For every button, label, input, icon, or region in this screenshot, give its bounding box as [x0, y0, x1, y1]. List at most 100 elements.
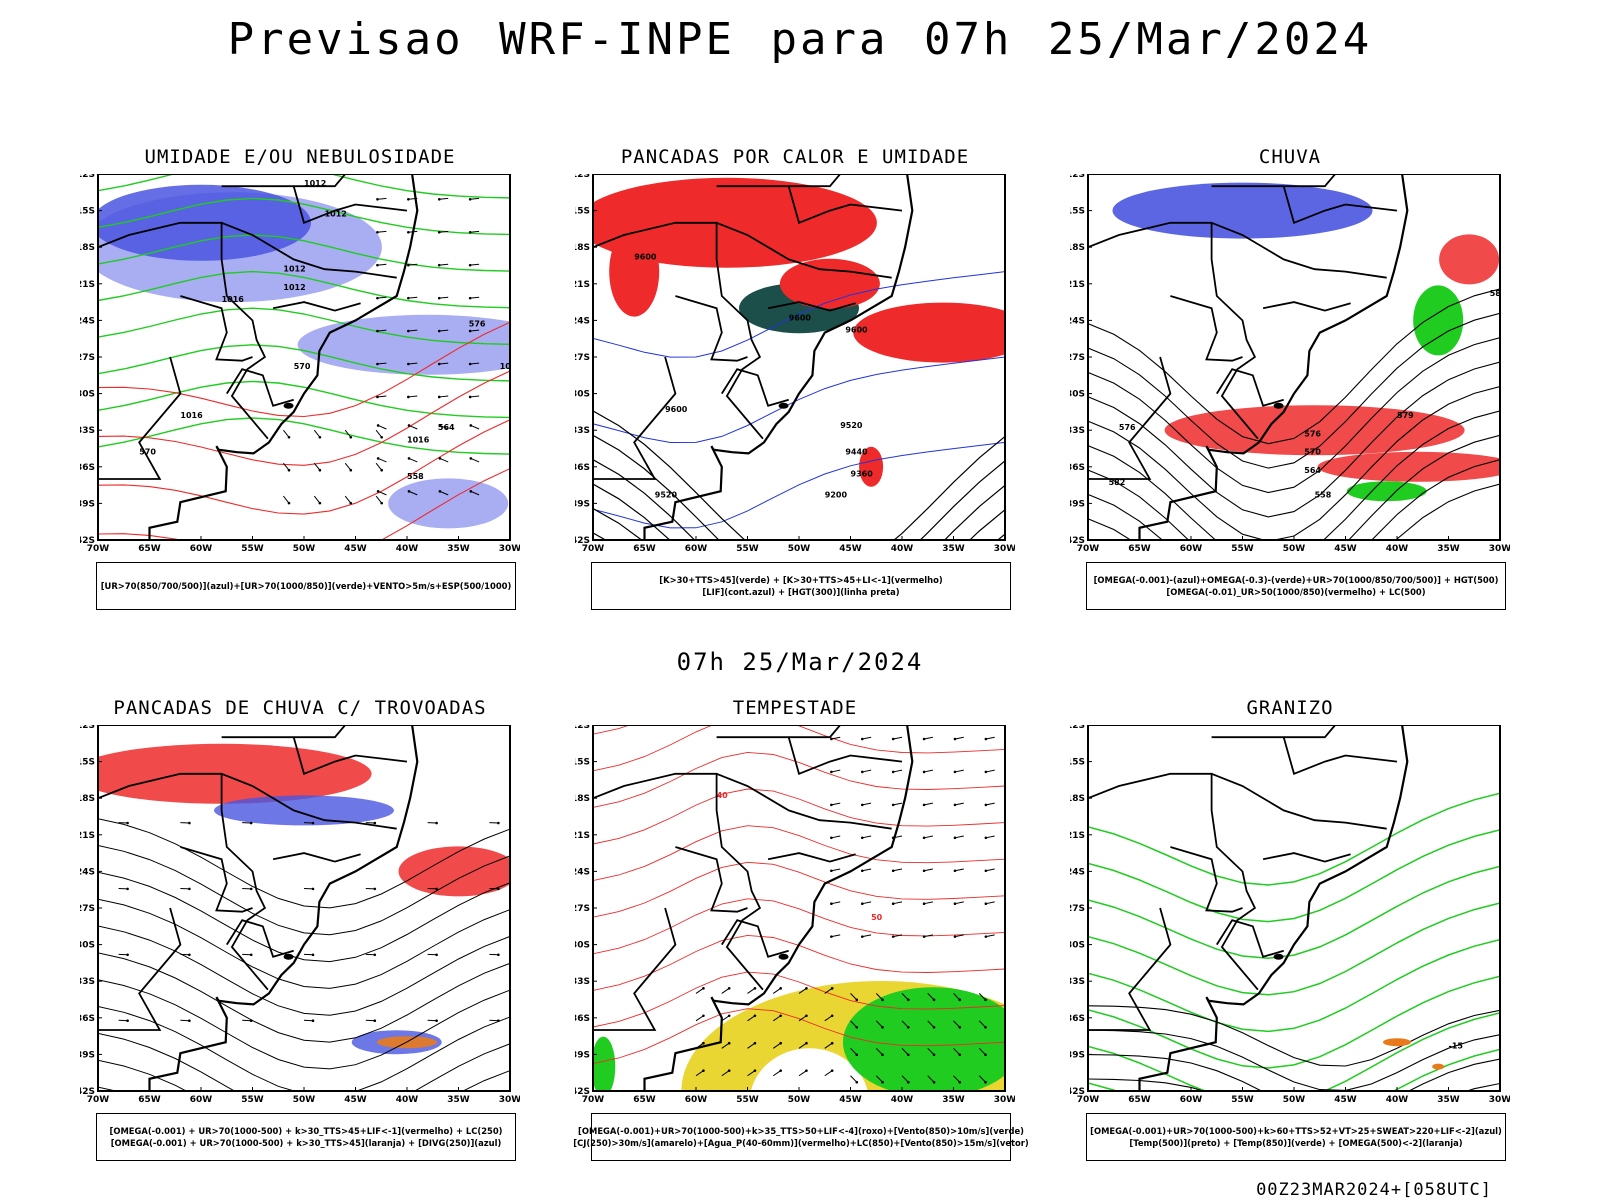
contour-line	[593, 507, 1005, 540]
wind-vector-head	[380, 501, 383, 505]
wind-vector-head	[906, 1026, 910, 1029]
border-line	[1216, 919, 1284, 958]
wind-vector	[695, 1015, 704, 1022]
omega500-area	[1432, 1063, 1445, 1070]
wind-vector-head	[860, 902, 864, 905]
contour-label: 576	[469, 320, 486, 329]
humidity-upper	[297, 314, 510, 375]
border-line	[292, 736, 408, 776]
wind-vector-head	[891, 737, 895, 741]
contour-line	[1088, 361, 1500, 518]
contour-label: 579	[1397, 411, 1414, 420]
wind-vector	[862, 868, 872, 872]
lagoon	[1273, 953, 1284, 960]
wind-vector	[377, 230, 387, 233]
contour-line	[1088, 483, 1500, 540]
wind-vector-head	[891, 935, 895, 938]
lat-tick-label: 39S	[575, 1050, 590, 1060]
convective-area	[609, 226, 660, 317]
lon-tick-label: 50W	[788, 1095, 811, 1105]
contour-line	[593, 271, 1005, 358]
wind-vector-head	[437, 362, 441, 366]
lon-tick-label: 60W	[685, 544, 708, 554]
wind-vector	[377, 329, 387, 332]
lat-tick-label: 18S	[1070, 243, 1085, 253]
wind-vector-head	[984, 803, 988, 807]
lon-tick-label: 30W	[499, 1095, 520, 1105]
wind-vector	[772, 1042, 781, 1049]
contour-line	[98, 417, 510, 455]
contour-line	[98, 174, 510, 199]
border-line	[787, 736, 903, 776]
wind-vector	[927, 1047, 935, 1056]
wind-vector-head	[891, 869, 895, 873]
wind-vector-head	[922, 770, 926, 774]
contour-line	[1088, 938, 1500, 1033]
lat-tick-label: 18S	[80, 794, 95, 804]
wind-vector	[470, 329, 480, 332]
wind-vector-head	[727, 987, 731, 990]
legend-line: [Temp(500)](preto) + [Temp(850)](verde) …	[1129, 1138, 1463, 1148]
wind-vector-head	[805, 987, 808, 990]
wind-vector-head	[380, 468, 383, 472]
contour-line	[98, 952, 510, 1043]
panel-title: TEMPESTADE	[732, 697, 858, 719]
wind-vector-head	[984, 737, 988, 741]
wind-vector	[985, 901, 995, 905]
wind-vector-head	[727, 1041, 731, 1045]
border-line	[593, 907, 677, 1031]
omega500-area	[1383, 1038, 1411, 1047]
border-line	[675, 295, 748, 362]
contour-line	[1088, 288, 1500, 445]
contour-line	[1088, 434, 1500, 540]
wind-vector-head	[435, 953, 438, 957]
border-line	[675, 846, 748, 913]
wind-vector-head	[753, 1069, 757, 1072]
contour-label: 9200	[825, 490, 848, 499]
border-line	[593, 772, 764, 991]
wind-vector-head	[860, 803, 864, 807]
wind-vector-head	[376, 197, 379, 201]
contour-line	[593, 410, 1005, 540]
wind-vector	[377, 425, 387, 430]
contour-label: 588	[1490, 289, 1507, 298]
lat-tick-label: 24S	[80, 316, 95, 326]
lon-tick-label: 35W	[942, 544, 965, 554]
wind-vector	[985, 736, 995, 740]
border-line	[1088, 221, 1259, 440]
wind-vector	[408, 362, 418, 365]
map-content: 588 576 570 564 558 582 576 579	[1088, 174, 1507, 540]
wind-vector	[862, 835, 872, 839]
wind-vector	[283, 495, 290, 504]
panel-legend: [OMEGA(-0.001)-(azul)+OMEGA(-0.3)-(verde…	[1086, 562, 1506, 610]
wind-vector-head	[702, 1041, 705, 1045]
wind-vector	[313, 429, 321, 438]
lon-tick-label: 70W	[1077, 544, 1100, 554]
lon-tick-label: 40W	[891, 544, 914, 554]
border-line	[721, 368, 789, 407]
wind-vector-head	[953, 869, 957, 873]
wind-vector-head	[407, 263, 410, 267]
wind-vector	[985, 868, 995, 872]
contour-line	[98, 1005, 510, 1091]
wind-vector	[831, 868, 841, 872]
wind-vector	[893, 802, 903, 806]
lat-tick-label: 15S	[80, 758, 95, 768]
wind-vector	[953, 1020, 961, 1028]
wind-vector	[695, 1070, 704, 1077]
wind-vector-head	[830, 836, 833, 840]
lat-tick-label: 39S	[1070, 499, 1085, 509]
wind-vector-head	[469, 457, 473, 460]
wind-vector-head	[435, 887, 438, 891]
wind-vector-head	[407, 197, 410, 201]
wind-vector-head	[702, 1014, 705, 1018]
wind-vector-head	[249, 953, 253, 957]
wind-vector	[978, 1047, 986, 1056]
contour-line	[1088, 410, 1500, 540]
wind-vector-head	[830, 1069, 834, 1072]
lagoon	[283, 402, 294, 409]
contour-label: 50	[871, 913, 883, 922]
wind-vector	[747, 1070, 756, 1077]
contour-line	[593, 751, 1005, 808]
lon-tick-label: 40W	[396, 544, 419, 554]
